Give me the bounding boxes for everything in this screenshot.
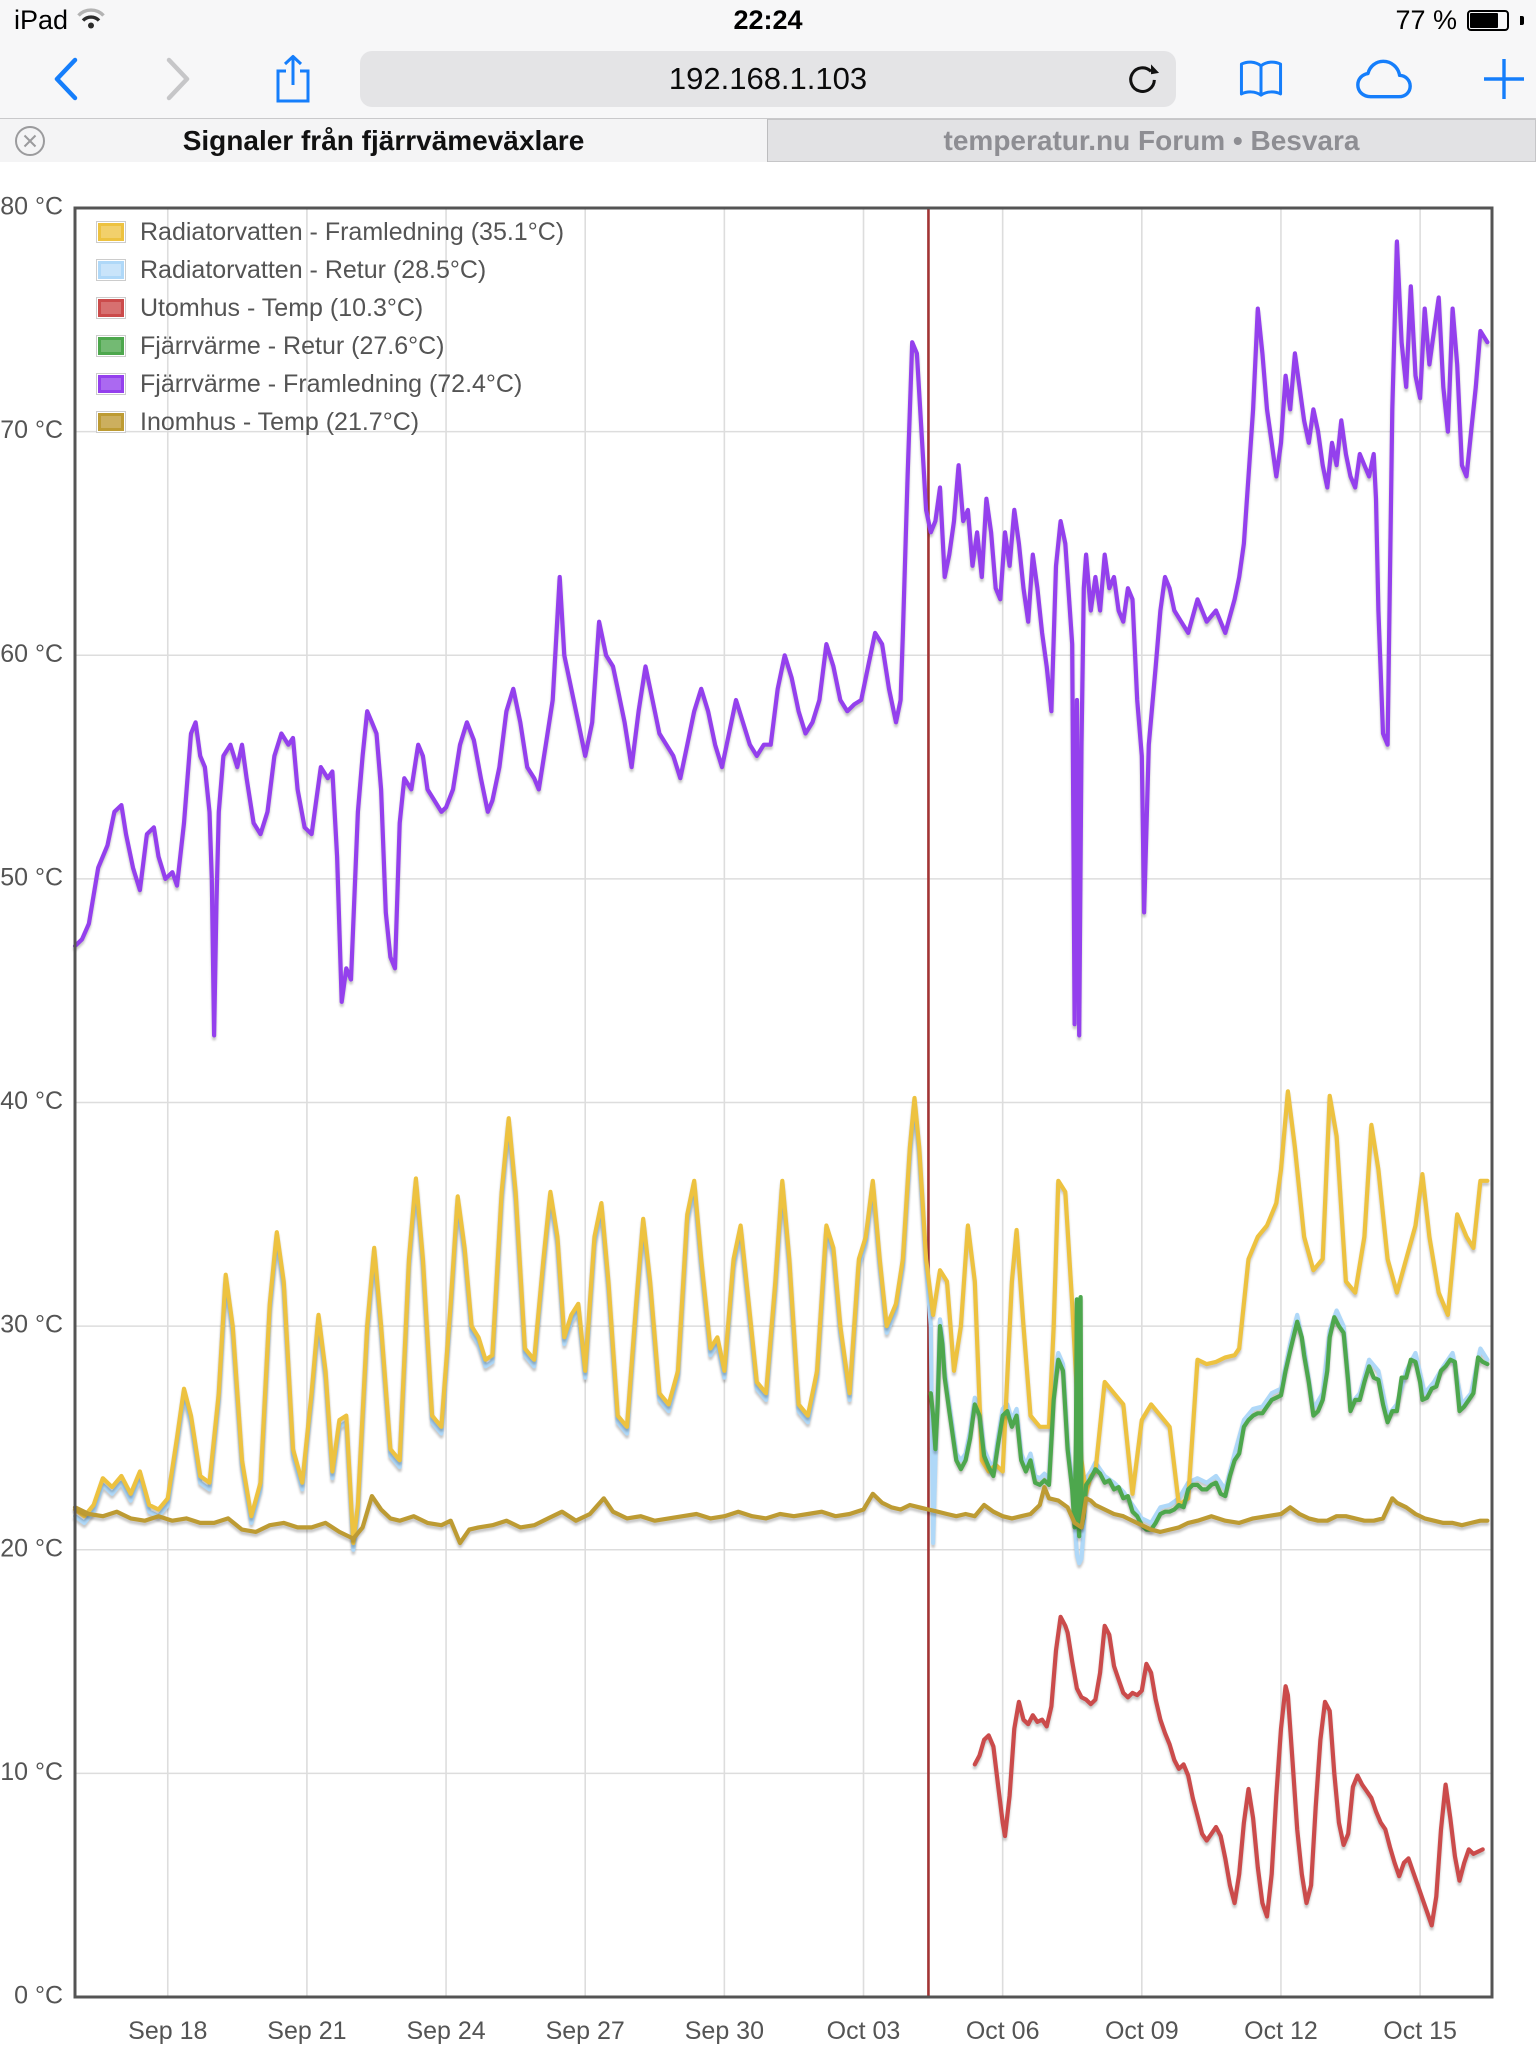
chart-svg: 0 °C 10 °C 20 °C 30 °C 40 °C 50 °C 60 °C 70 °C 8… (0, 193, 1494, 2045)
legend-label: Radiatorvatten - Framledning (35.1°C) (140, 217, 565, 246)
y-axis-label: 60 °C (0, 640, 63, 668)
address-bar[interactable]: 192.168.1.103 (360, 51, 1176, 107)
icloud-tabs-icon[interactable] (1356, 59, 1412, 99)
series-line-inomhus-temp (72, 1484, 1490, 1546)
wifi-icon (76, 5, 106, 36)
legend-label: Utomhus - Temp (10.3°C) (140, 293, 424, 322)
close-tab-icon[interactable] (14, 125, 46, 164)
browser-toolbar: 192.168.1.103 (0, 40, 1536, 119)
x-axis-label: Oct 09 (1105, 2017, 1179, 2045)
y-axis-label: 40 °C (0, 1087, 63, 1115)
tab-signaler[interactable]: Signaler från fjärrvämeväxlare (0, 119, 768, 162)
y-axis-label: 80 °C (0, 193, 63, 221)
y-axis-label: 70 °C (0, 416, 63, 444)
legend-item-radiatorvatten-retur: Radiatorvatten - Retur (28.5°C) (96, 256, 564, 284)
reload-icon[interactable] (1126, 62, 1160, 104)
legend-swatch-icon (96, 335, 126, 357)
legend-swatch-icon (96, 297, 126, 319)
legend-item-fjarrvarme-framledning: Fjärrvärme - Framledning (72.4°C) (96, 370, 564, 398)
clock-label: 22:24 (733, 4, 803, 35)
battery-percent-label: 77 % (1395, 4, 1457, 35)
legend-item-inomhus-temp: Inomhus - Temp (21.7°C) (96, 408, 564, 436)
x-axis-label: Sep 24 (406, 2017, 485, 2045)
forward-button[interactable] (164, 57, 192, 101)
url-text: 192.168.1.103 (668, 61, 868, 96)
legend-swatch-icon (96, 221, 126, 243)
series-line-radiatorvatten-framledning (72, 1089, 1490, 1546)
plot-border (73, 206, 1494, 1999)
tab-title: temperatur.nu Forum • Besvara (943, 124, 1360, 156)
x-axis-label: Sep 30 (685, 2017, 764, 2045)
page-content: 0 °C 10 °C 20 °C 30 °C 40 °C 50 °C 60 °C 70 °C 8… (0, 162, 1536, 2048)
x-axis-label: Sep 21 (267, 2017, 346, 2045)
legend-swatch-icon (96, 373, 126, 395)
series-line-fjarrvarme-framledning (72, 239, 1490, 1038)
x-axis-label: Sep 27 (546, 2017, 625, 2045)
series-line-utomhus-temp (972, 1614, 1485, 1928)
tab-bar: Signaler från fjärrvämeväxlare temperatu… (0, 119, 1536, 162)
carrier-label: iPad (14, 4, 69, 35)
chart-legend: Radiatorvatten - Framledning (35.1°C) Rad… (96, 218, 564, 436)
legend-label: Inomhus - Temp (21.7°C) (140, 407, 420, 436)
battery-icon-tip (1520, 15, 1524, 25)
series-line-fjarrvarme-retur (928, 1294, 1490, 1539)
legend-label: Radiatorvatten - Retur (28.5°C) (140, 255, 487, 284)
x-axis-label: Oct 12 (1244, 2017, 1318, 2045)
x-axis-label: Oct 15 (1383, 2017, 1457, 2045)
tab-temperatur-forum[interactable]: temperatur.nu Forum • Besvara (768, 119, 1536, 162)
y-axis-label: 30 °C (0, 1311, 63, 1339)
y-axis-label: 20 °C (0, 1534, 63, 1562)
y-axis-label: 10 °C (0, 1758, 63, 1786)
bookmarks-icon[interactable] (1238, 59, 1284, 99)
back-button[interactable] (52, 57, 80, 101)
status-bar: iPad 22:24 77 % (0, 0, 1536, 40)
legend-item-radiatorvatten-framledning: Radiatorvatten - Framledning (35.1°C) (96, 218, 564, 246)
x-axis-label: Oct 06 (966, 2017, 1040, 2045)
share-icon[interactable] (274, 54, 312, 104)
x-axis-label: Sep 18 (128, 2017, 207, 2045)
y-axis-label: 50 °C (0, 863, 63, 891)
legend-swatch-icon (96, 411, 126, 433)
legend-item-utomhus-temp: Utomhus - Temp (10.3°C) (96, 294, 564, 322)
tab-title: Signaler från fjärrvämeväxlare (182, 124, 585, 156)
x-axis-label: Oct 03 (827, 2017, 901, 2045)
new-tab-icon[interactable] (1482, 57, 1526, 101)
battery-icon (1467, 9, 1509, 31)
legend-swatch-icon (96, 259, 126, 281)
legend-label: Fjärrvärme - Retur (27.6°C) (140, 331, 445, 360)
y-axis-label: 0 °C (14, 1982, 63, 2010)
legend-label: Fjärrvärme - Framledning (72.4°C) (140, 369, 523, 398)
legend-item-fjarrvarme-retur: Fjärrvärme - Retur (27.6°C) (96, 332, 564, 360)
